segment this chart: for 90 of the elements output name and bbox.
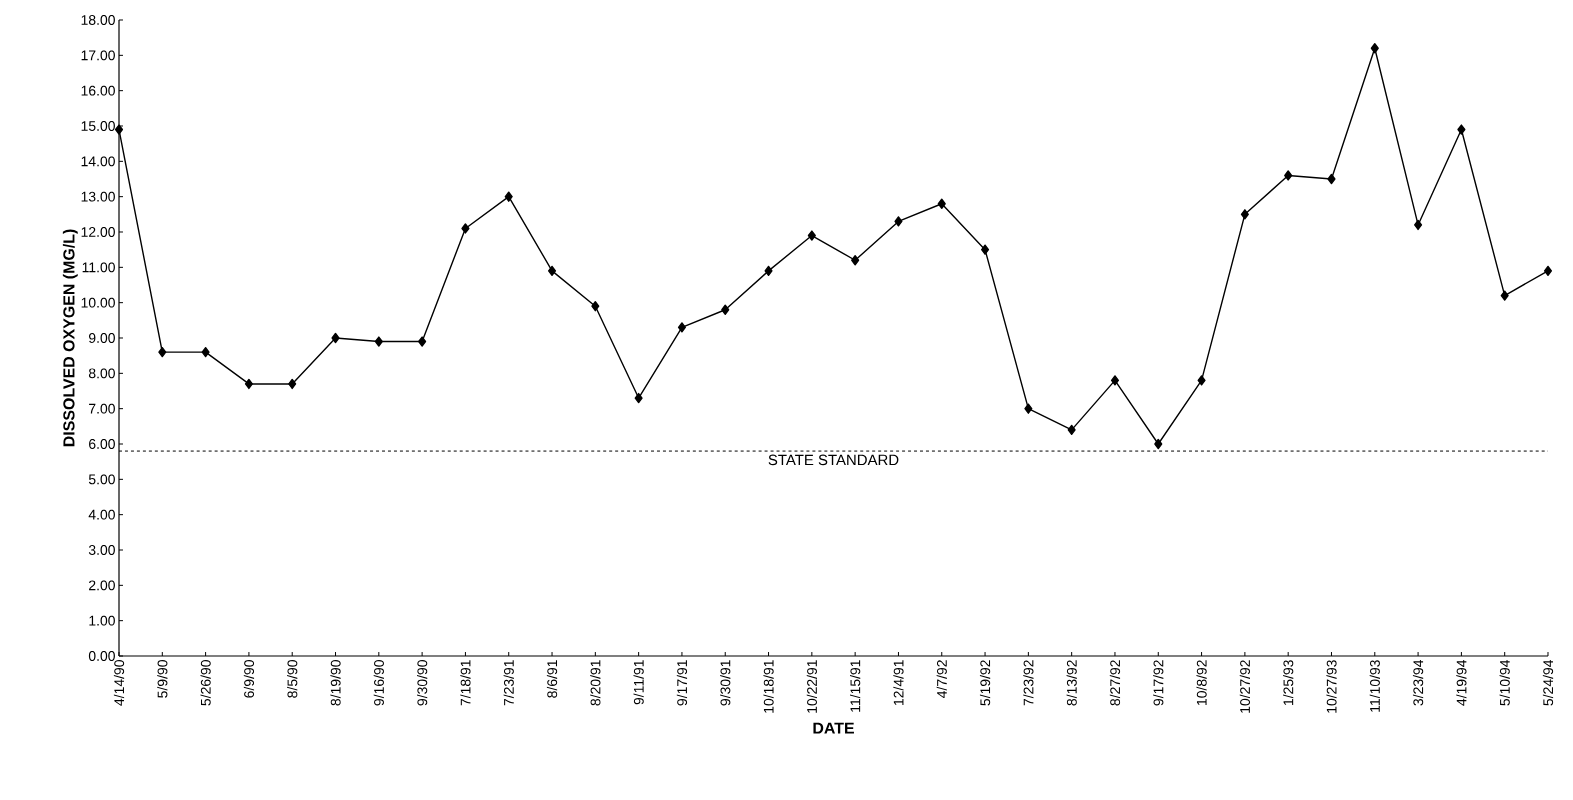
y-tick-label: 9.00 <box>88 333 115 343</box>
point <box>721 304 730 315</box>
x-tick-label: 7/23/91 <box>503 660 514 706</box>
x-tick-label: 9/30/90 <box>417 660 428 706</box>
x-tick-label: 11/10/93 <box>1369 660 1380 712</box>
y-tick-label: 5.00 <box>88 474 115 485</box>
point <box>1414 219 1423 231</box>
y-tick-label: 18.00 <box>81 15 115 25</box>
x-tick-label: 10/8/92 <box>1196 660 1207 705</box>
x-tick-label: 9/30/91 <box>720 660 731 706</box>
x-tick-label: 8/20/91 <box>590 660 601 706</box>
point <box>461 223 470 234</box>
point <box>937 198 946 209</box>
point <box>894 216 903 227</box>
point <box>1067 424 1076 436</box>
x-tick-label: 8/5/90 <box>287 660 298 698</box>
x-tick-label: 4/19/94 <box>1456 659 1467 706</box>
point <box>158 346 167 358</box>
x-tick-label: 3/23/94 <box>1412 659 1424 706</box>
y-tick-label: 3.00 <box>88 545 115 555</box>
point <box>1197 375 1206 386</box>
point <box>374 336 383 347</box>
x-tick-label: 7/18/91 <box>460 660 471 706</box>
x-tick-label: 10/22/91 <box>806 660 817 713</box>
point <box>1500 290 1509 301</box>
point <box>851 255 860 266</box>
point <box>288 378 297 390</box>
point <box>201 346 210 358</box>
x-tick-label: 8/6/91 <box>546 660 558 698</box>
point <box>1240 209 1249 220</box>
x-tick-label: 5/24/94 <box>1542 659 1554 706</box>
point <box>1457 124 1466 135</box>
y-tick-label: 13.00 <box>81 191 115 202</box>
y-tick-label: 11.00 <box>82 262 115 273</box>
y-tick-label: 4.00 <box>88 509 115 520</box>
x-tick-label: 5/10/94 <box>1499 659 1510 706</box>
y-tick-label: 6.00 <box>89 439 115 449</box>
point <box>1327 173 1336 185</box>
point <box>807 230 816 241</box>
x-tick-label: 10/27/93 <box>1326 660 1337 713</box>
x-tick-label: 5/19/92 <box>979 660 991 706</box>
y-tick-label: 8.00 <box>88 368 115 379</box>
ref-line-label: STATE STANDARD <box>768 454 899 466</box>
point <box>1154 438 1163 450</box>
point <box>981 244 990 255</box>
point <box>547 265 557 277</box>
point <box>677 322 686 333</box>
x-tick-label: 9/17/92 <box>1153 660 1164 706</box>
y-tick-label: 1.00 <box>89 615 115 626</box>
x-tick-label: 7/23/92 <box>1023 660 1034 706</box>
point <box>114 124 124 135</box>
x-tick-label: 1/25/93 <box>1283 660 1294 705</box>
x-tick-label: 11/15/91 <box>850 660 861 712</box>
point <box>591 301 600 312</box>
point <box>634 392 643 404</box>
y-tick-label: 10.00 <box>81 297 115 308</box>
point <box>244 378 253 390</box>
y-tick-label: 14.00 <box>81 156 115 167</box>
x-tick-label: 9/11/91 <box>633 660 644 705</box>
y-tick-label: 15.00 <box>81 121 115 131</box>
x-tick-label: 8/13/92 <box>1066 660 1077 706</box>
x-tick-label: 4/7/92 <box>936 660 947 698</box>
y-tick-label: 17.00 <box>81 50 115 61</box>
point <box>1284 170 1293 181</box>
point <box>1024 403 1033 414</box>
y-tick-label: 0.00 <box>88 651 115 661</box>
point <box>331 332 340 344</box>
x-tick-label: 9/17/91 <box>676 660 688 706</box>
y-tick-label: 12.00 <box>81 227 115 237</box>
point <box>1110 375 1120 386</box>
x-tick-label: 9/16/90 <box>373 660 384 706</box>
x-tick-label: 10/18/91 <box>763 660 774 713</box>
x-axis-title: DATE <box>813 722 854 734</box>
y-tick-label: 7.00 <box>89 403 115 414</box>
x-tick-label: 6/9/90 <box>243 660 255 698</box>
y-tick-label: 16.00 <box>81 85 115 96</box>
y-axis-title: DISSOLVED OXYGEN (MG/L) <box>62 229 78 447</box>
point <box>1370 43 1379 54</box>
x-tick-label: 12/4/91 <box>893 660 904 705</box>
x-tick-label: 8/27/92 <box>1109 660 1121 706</box>
x-tick-label: 8/19/90 <box>330 660 341 706</box>
x-tick-label: 4/14/90 <box>113 660 125 706</box>
point <box>418 336 427 347</box>
point <box>1543 265 1553 277</box>
x-tick-label: 10/27/92 <box>1239 660 1250 713</box>
y-tick-label: 2.00 <box>89 580 115 591</box>
point <box>504 191 513 202</box>
x-tick-label: 5/9/90 <box>157 660 168 698</box>
x-tick-label: 5/26/90 <box>200 660 211 706</box>
point <box>764 265 773 277</box>
